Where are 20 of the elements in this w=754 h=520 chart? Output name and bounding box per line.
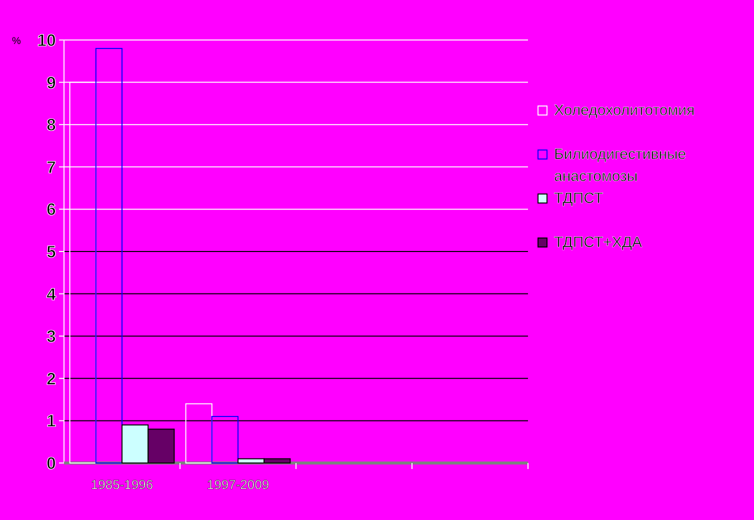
y-tick-label: 0 (46, 454, 56, 473)
y-axis-title: % (12, 36, 21, 47)
y-tick-label: 3 (46, 327, 56, 346)
x-tick-label: 1997-2009 (206, 477, 270, 492)
legend-label: Билиодигестивные анастомозы (554, 146, 686, 185)
y-tick-label: 6 (46, 200, 56, 220)
y-tick-label: 8 (46, 116, 56, 135)
y-tick-label: 1 (46, 412, 56, 431)
y-tick-label: 2 (46, 369, 56, 388)
y-tick-label: 4 (46, 284, 57, 304)
y-tick-label: 10 (37, 30, 56, 50)
legend-label: Холедохолитотомия (554, 102, 695, 119)
legend-label: ТДПСТ+ХДА (554, 234, 642, 251)
bar (211, 416, 238, 464)
x-tick-label: 1985-1996 (90, 477, 154, 492)
bar (95, 48, 122, 464)
y-tick-label: 5 (46, 242, 56, 262)
y-tick-label: 9 (46, 73, 56, 92)
legend-label: ТДПСТ (554, 190, 604, 207)
y-tick-label: 7 (46, 158, 56, 177)
